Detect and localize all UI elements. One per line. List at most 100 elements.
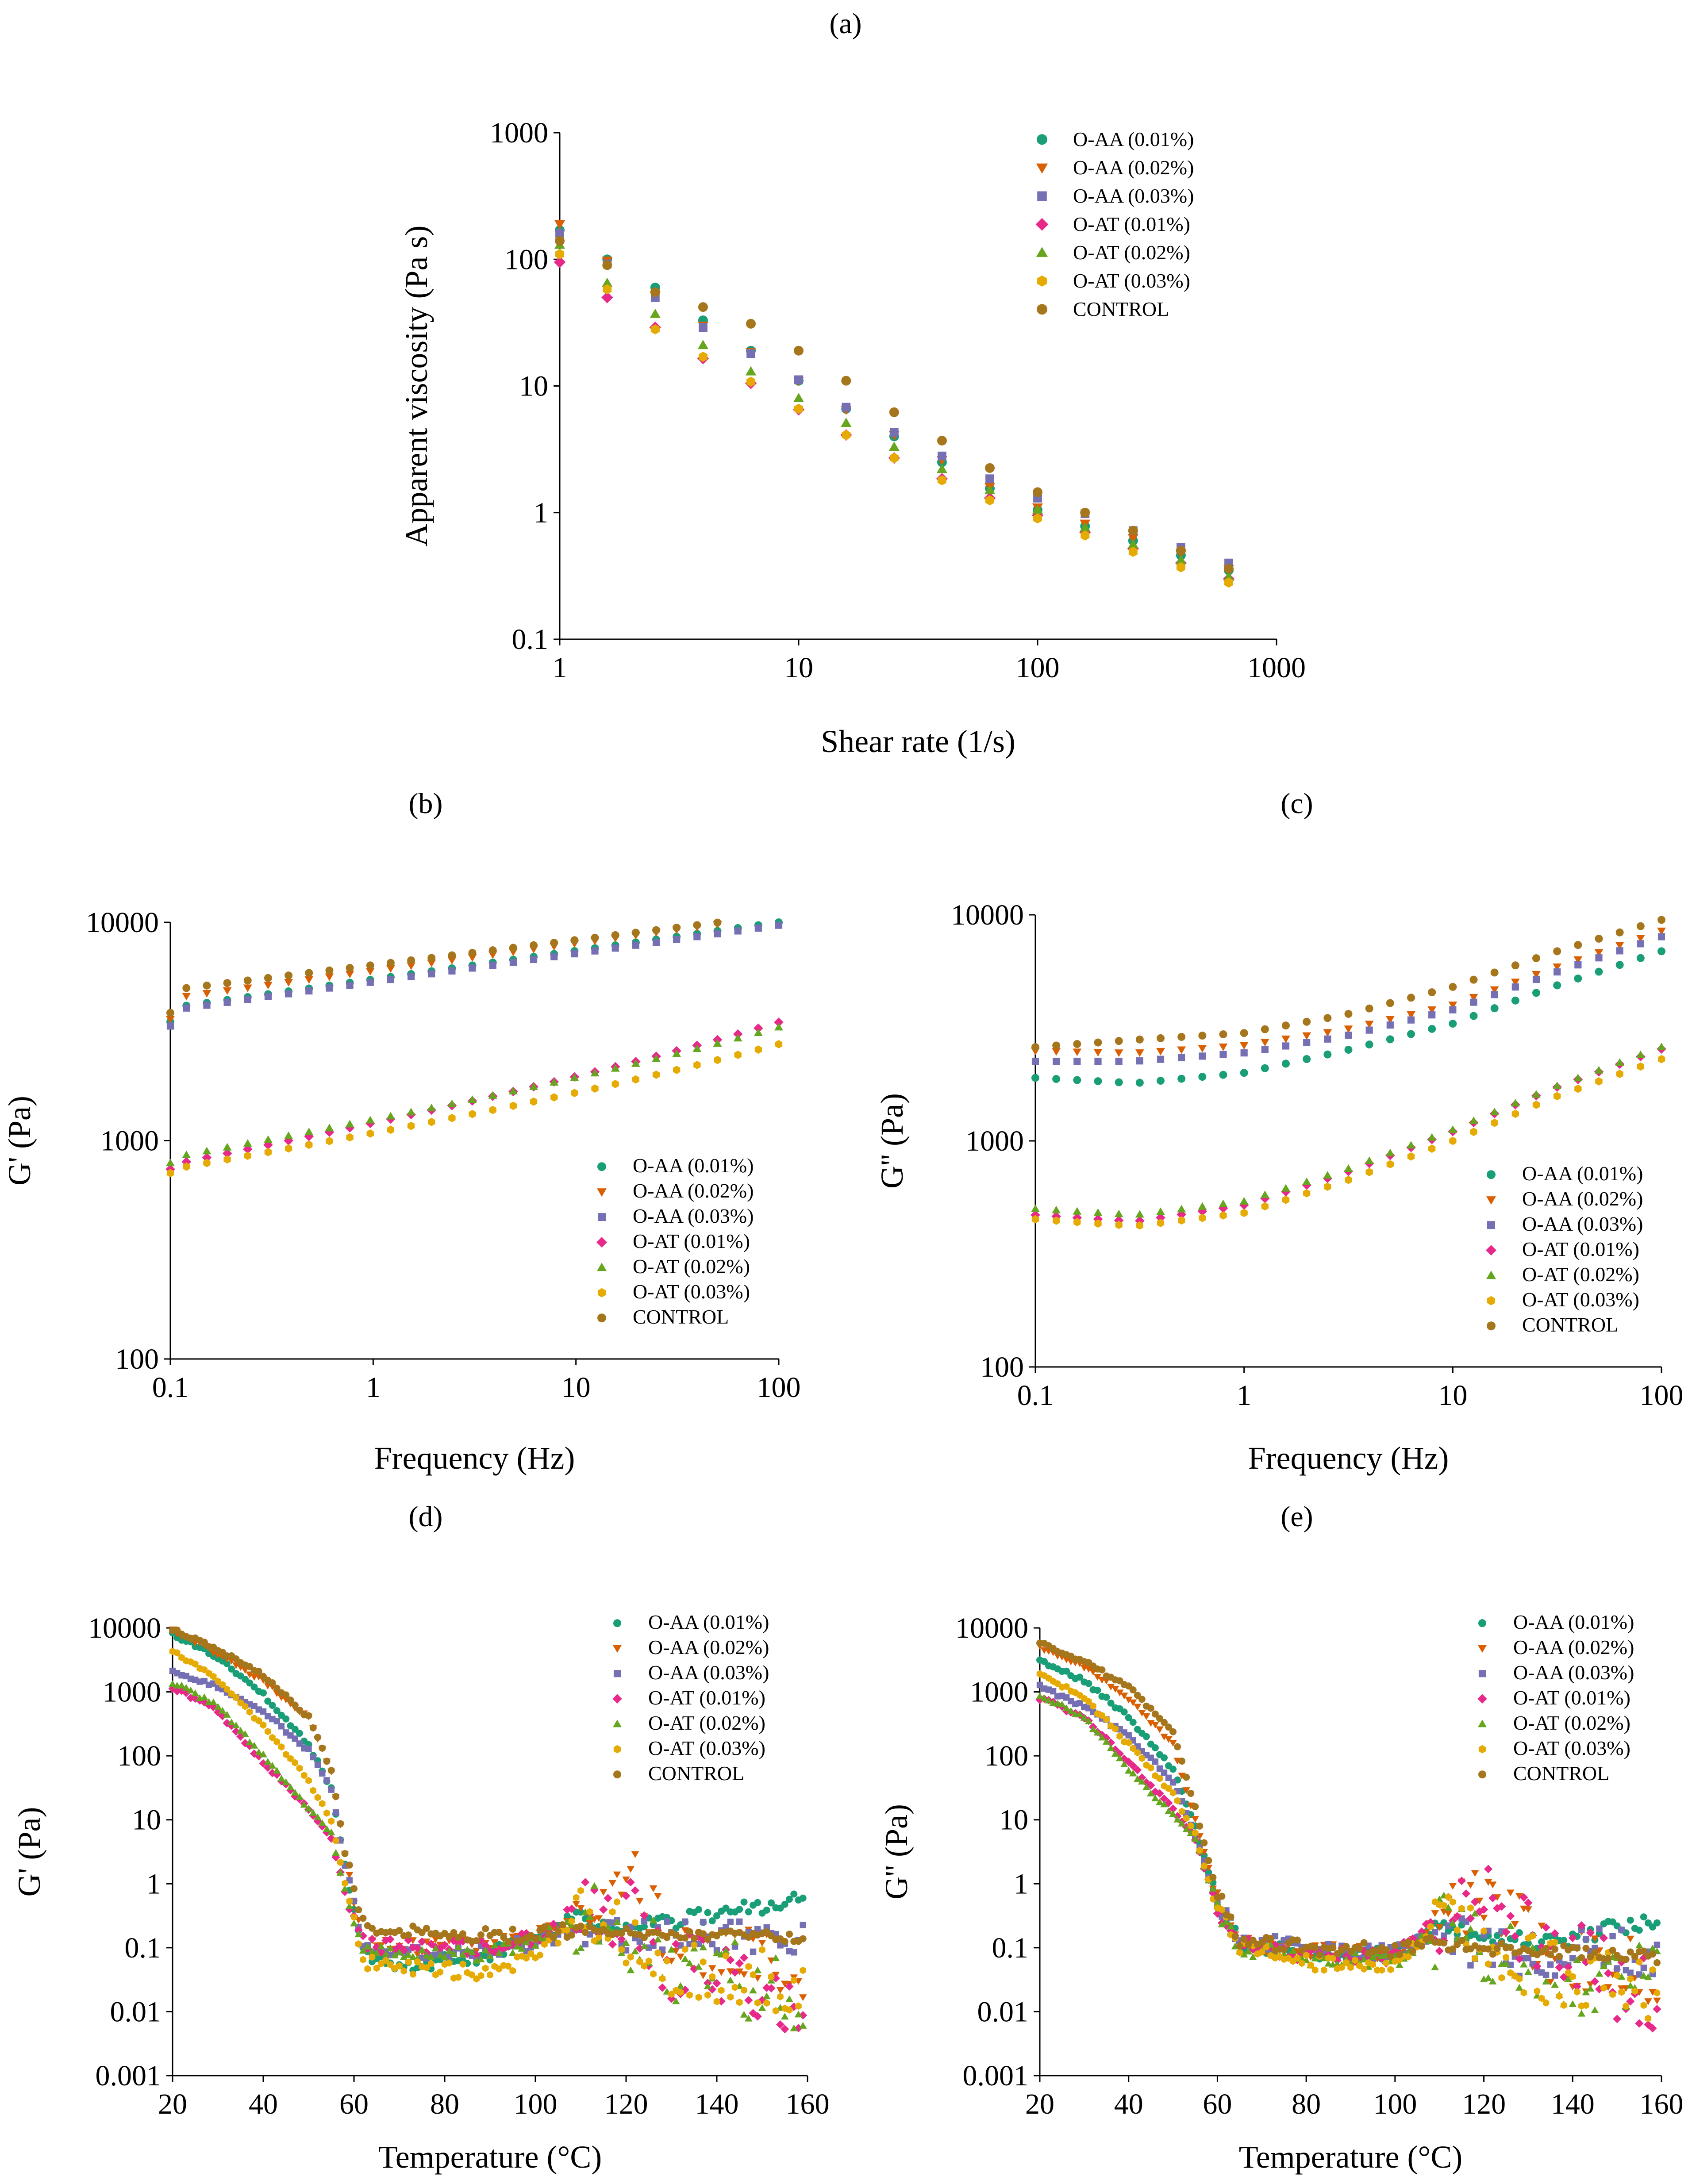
data-point (314, 1813, 322, 1820)
data-point (346, 1133, 354, 1142)
data-point (654, 1949, 661, 1957)
data-point (1532, 954, 1540, 963)
data-point (300, 1771, 308, 1779)
data-point (554, 220, 565, 230)
data-point (418, 1946, 426, 1953)
data-point (1644, 1998, 1652, 2005)
data-point (1102, 1738, 1111, 1745)
data-point (1551, 1946, 1559, 1953)
chart-e: (e) 20 40 60 80 100 120 140 160 0.001 0.01 0.1 1 10 10… (879, 1501, 1684, 2175)
data-point (1614, 1965, 1620, 1972)
data-point (1484, 1974, 1492, 1981)
data-point (758, 1939, 766, 1947)
data-point (1524, 1940, 1532, 1947)
data-point (1591, 2006, 1599, 2013)
data-point (1165, 1736, 1173, 1743)
data-point (1231, 1933, 1239, 1940)
data-point (714, 930, 721, 937)
data-point (1511, 1109, 1519, 1118)
data-point (1351, 1949, 1359, 1956)
data-point (409, 1970, 416, 1978)
data-point (1564, 1975, 1573, 1982)
data-point (166, 1009, 174, 1017)
data-point (264, 1148, 272, 1156)
data-point (1130, 1744, 1137, 1752)
data-point (264, 1758, 272, 1765)
data-point (693, 933, 701, 940)
data-point (1323, 1029, 1332, 1037)
data-point (736, 1906, 743, 1913)
data-point (611, 1064, 620, 1072)
data-point (1114, 1209, 1123, 1217)
data-point (1347, 1964, 1354, 1971)
data-point (1094, 1038, 1102, 1047)
data-point (1365, 1021, 1374, 1029)
data-point (531, 1942, 539, 1949)
data-point (232, 1721, 240, 1728)
data-point (1033, 513, 1042, 524)
data-point (650, 324, 660, 335)
data-point (381, 1936, 390, 1945)
data-point (1382, 1946, 1390, 1954)
data-point (1224, 564, 1234, 574)
data-point (559, 1921, 566, 1928)
data-point (477, 1936, 485, 1945)
data-point (690, 1935, 698, 1942)
data-point (260, 1689, 267, 1697)
data-point (1175, 555, 1187, 564)
legend: O-AA (0.01%)O-AA (0.02%) O-AA (0.03%) O-AT… (1486, 1162, 1643, 1336)
data-point (1178, 1773, 1186, 1780)
data-point (1623, 2002, 1629, 2010)
data-point (1330, 1954, 1336, 1962)
data-point (1449, 1020, 1457, 1028)
data-point (1449, 1136, 1457, 1145)
data-point (177, 1681, 186, 1689)
data-point (345, 1120, 354, 1128)
legend-label: O-AA (0.01%) (1513, 1611, 1634, 1633)
data-point (1627, 1975, 1634, 1983)
data-point (563, 1905, 572, 1914)
y-tick-label: 100 (984, 1740, 1028, 1772)
data-point (468, 948, 477, 957)
data-point (754, 1966, 762, 1973)
data-point (1653, 1919, 1661, 1927)
data-point (937, 436, 947, 446)
data-point (841, 418, 852, 427)
x-tick-label: 20 (1025, 2088, 1054, 2120)
series-o-aa-0-03 (1031, 933, 1665, 1065)
data-point (1532, 971, 1541, 979)
data-point (1467, 1962, 1474, 1969)
data-point (1506, 1922, 1515, 1929)
data-point (691, 1941, 698, 1949)
data-point (1344, 1164, 1353, 1172)
data-point (1136, 1057, 1143, 1065)
data-point (1386, 1035, 1394, 1044)
data-point (1289, 1947, 1297, 1954)
y-axis-title: G' (Pa) (2, 1096, 37, 1186)
data-point (618, 1946, 625, 1954)
data-point (1115, 1754, 1124, 1762)
data-point (1490, 986, 1499, 994)
data-point (1115, 1689, 1124, 1697)
data-point (1469, 975, 1478, 984)
data-point (236, 1727, 245, 1734)
legend-marker (1036, 163, 1048, 174)
data-point (1618, 1988, 1625, 1996)
legend-label: O-AT (0.01%) (1513, 1686, 1630, 1709)
legend-label: O-AT (0.01%) (633, 1230, 750, 1252)
data-point (346, 1897, 353, 1905)
legend-label: O-AA (0.02%) (648, 1636, 769, 1658)
data-point (243, 976, 252, 985)
data-point (1484, 1865, 1493, 1873)
data-point (649, 1916, 658, 1923)
data-point (568, 1931, 575, 1939)
data-point (717, 1997, 726, 2006)
data-point (1511, 996, 1519, 1005)
data-point (386, 1944, 394, 1951)
data-point (241, 1730, 249, 1737)
data-point (341, 1885, 349, 1892)
legend-marker (1487, 1321, 1496, 1331)
data-point (1640, 1972, 1648, 1979)
x-tick-label: 120 (1462, 2088, 1506, 2120)
data-point (1081, 530, 1090, 541)
